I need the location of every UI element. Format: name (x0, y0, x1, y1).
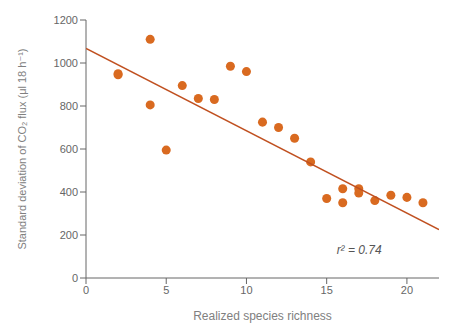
svg-text:15: 15 (321, 284, 333, 296)
svg-text:0: 0 (83, 284, 89, 296)
svg-text:800: 800 (60, 100, 78, 112)
svg-text:1200: 1200 (54, 14, 78, 26)
svg-text:400: 400 (60, 186, 78, 198)
svg-text:20: 20 (401, 284, 413, 296)
html-text:r² = 0.74: r² = 0.74 (336, 243, 382, 258)
svg-text:1000: 1000 (54, 57, 78, 69)
svg-text:Standard deviation of CO₂ flux: Standard deviation of CO₂ flux (μl 18 h⁻… (16, 48, 28, 249)
svg-text:0: 0 (72, 272, 78, 284)
svg-text:10: 10 (240, 284, 252, 296)
svg-text:200: 200 (60, 229, 78, 241)
svg-text:5: 5 (163, 284, 169, 296)
svg-text:600: 600 (60, 143, 78, 155)
svg-text:Realized species richness: Realized species richness (193, 309, 332, 323)
